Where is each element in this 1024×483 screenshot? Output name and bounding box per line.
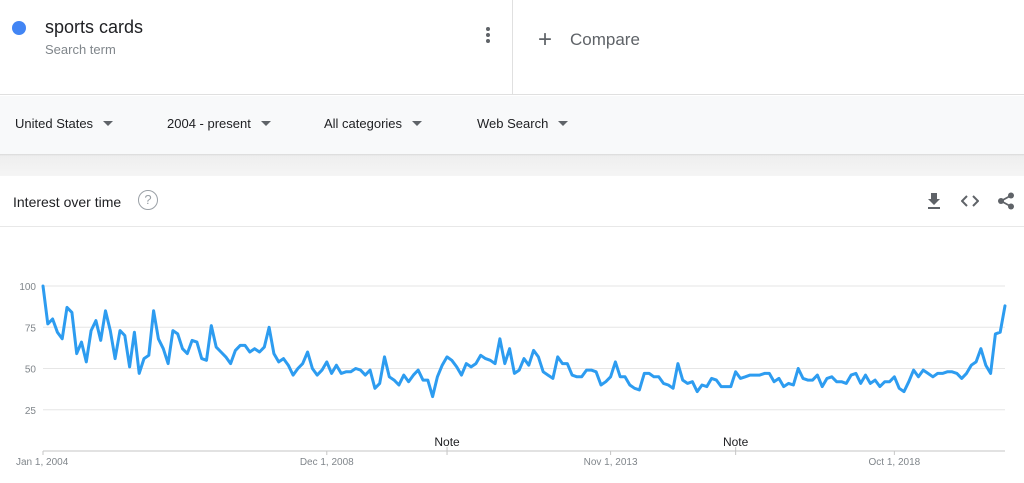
section-separator — [0, 154, 1024, 176]
search-property-label: Web Search — [477, 116, 549, 131]
section-title: Interest over time — [13, 194, 122, 210]
share-icon[interactable] — [994, 190, 1018, 212]
chevron-down-icon — [103, 121, 114, 126]
help-icon[interactable]: ? — [138, 190, 158, 210]
search-term-card[interactable]: sports cards Search term — [0, 0, 513, 95]
region-label: United States — [15, 116, 94, 131]
plus-icon: + — [538, 26, 553, 53]
embed-icon[interactable] — [958, 190, 982, 212]
chevron-down-icon — [558, 121, 569, 126]
category-label: All categories — [324, 116, 403, 131]
term-name[interactable]: sports cards — [45, 17, 144, 37]
chart-actions — [910, 190, 1018, 212]
more-vert-icon[interactable] — [480, 27, 496, 47]
compare-button[interactable]: + Compare — [538, 26, 640, 54]
interest-over-time-card: Interest over time ? — [0, 176, 1024, 483]
region-dropdown[interactable]: United States — [15, 116, 114, 131]
chevron-down-icon — [260, 121, 271, 126]
time-range-dropdown[interactable]: 2004 - present — [167, 116, 271, 131]
category-dropdown[interactable]: All categories — [324, 116, 423, 131]
term-subtitle: Search term — [45, 42, 116, 57]
term-color-dot — [12, 21, 26, 35]
time-range-label: 2004 - present — [167, 116, 251, 131]
search-property-dropdown[interactable]: Web Search — [477, 116, 569, 131]
compare-label: Compare — [570, 30, 640, 49]
download-icon[interactable] — [922, 190, 946, 212]
search-terms-bar: sports cards Search term + Compare — [0, 0, 1024, 95]
filter-bar: United States 2004 - present All categor… — [0, 96, 1024, 154]
card-divider — [0, 226, 1024, 227]
chevron-down-icon — [412, 121, 423, 126]
